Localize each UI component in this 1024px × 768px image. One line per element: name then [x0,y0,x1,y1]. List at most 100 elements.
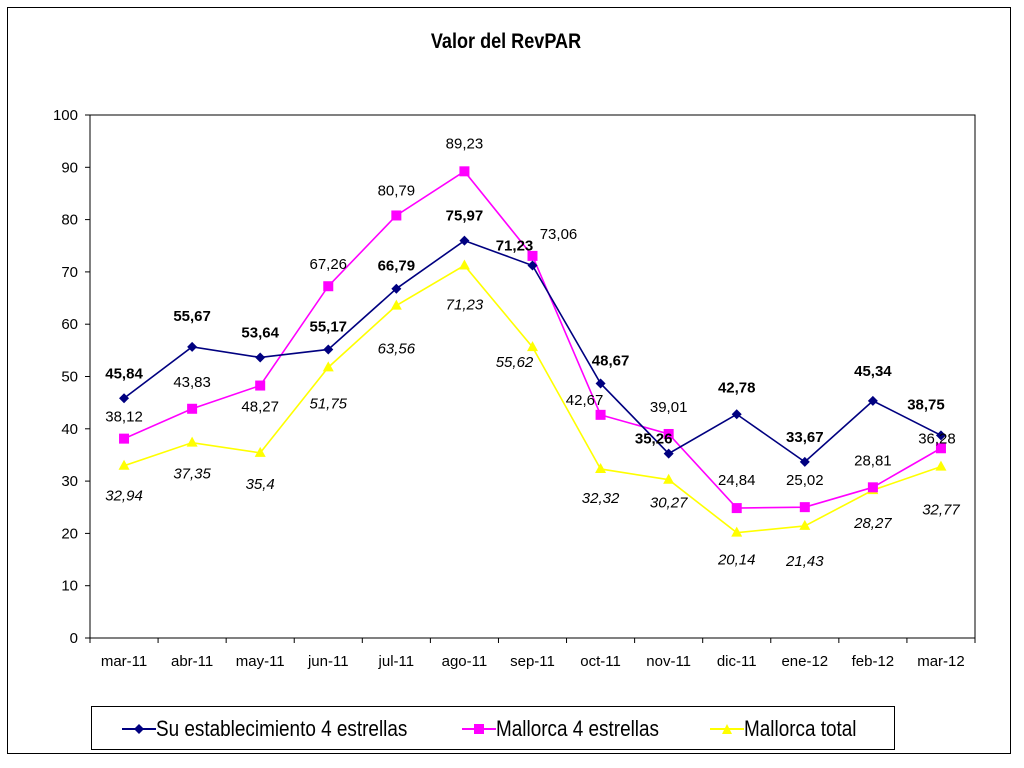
series-point [322,361,334,372]
data-label: 48,27 [241,399,279,416]
data-label: 36,28 [918,430,956,447]
y-tick-label: 100 [53,107,78,124]
data-label: 48,67 [592,352,630,369]
x-tick-label: oct-11 [580,653,621,670]
x-tick-label: nov-11 [646,653,691,670]
legend-label-mallorca4: Mallorca 4 estrellas [496,716,659,741]
x-tick-label: dic-11 [717,653,757,670]
series-point [323,344,334,355]
data-label: 24,84 [718,472,756,489]
y-tick-label: 60 [61,316,78,333]
x-tick-label: ago-11 [442,653,488,670]
y-tick-label: 70 [61,264,78,281]
chart-axes: 0 10 20 30 40 50 60 70 80 90 100 mar-11 abr-11 may-11… [53,107,976,670]
legend-triangle-marker-icon [710,724,744,734]
series-point [731,526,743,537]
series-point [527,341,538,352]
series-point [118,459,130,470]
x-tick-label: mar-11 [101,653,147,670]
legend-label-su: Su establecimiento 4 estrellas [156,716,408,741]
data-label: 21,43 [785,553,824,570]
data-label: 67,26 [309,256,347,273]
series-point [458,259,470,270]
x-tick-label: feb-12 [852,653,895,670]
plot-area [89,114,976,639]
y-tick-label: 90 [61,159,78,176]
series-point [867,482,878,493]
series-point [390,299,402,310]
chart-title: Valor del RevPAR [430,30,582,53]
series-point [187,403,198,414]
series-point [527,260,538,271]
data-label: 39,01 [650,399,688,416]
series-point [527,250,538,261]
legend-label-total: Mallorca total [744,716,857,741]
data-label: 28,27 [853,515,892,532]
data-label: 71,23 [446,296,484,313]
data-label: 30,27 [650,495,688,512]
data-label: 33,67 [786,429,824,446]
data-label: 35,26 [635,431,673,448]
y-tick-label: 40 [61,421,78,438]
data-label: 42,78 [718,379,756,396]
series-point [255,380,266,391]
data-label: 38,75 [907,396,945,413]
data-label: 45,84 [105,365,143,382]
data-label: 37,35 [173,466,211,483]
legend-item-mallorca4: Mallorca 4 estrellas [462,707,686,751]
series-point [119,433,130,444]
data-label: 71,23 [496,237,534,254]
data-label: 73,06 [540,226,578,243]
y-tick-label: 20 [61,525,78,542]
legend-square-marker-icon [462,724,496,734]
series-point [935,430,946,441]
series-point [255,352,266,363]
data-label: 55,17 [309,318,347,335]
x-tick-label: mar-12 [917,653,965,670]
data-label: 38,12 [105,409,143,426]
x-tick-label: may-11 [236,653,285,670]
data-label: 55,67 [173,308,211,325]
chart-series-markers [118,166,947,537]
data-label: 51,75 [309,395,347,412]
data-label: 25,02 [786,472,824,489]
data-label: 89,23 [446,135,484,152]
series-point [731,503,742,514]
x-tick-label: jun-11 [307,653,349,670]
series-point [119,393,130,404]
chart-plot: 0 10 20 30 40 50 60 70 80 90 100 mar-11 abr-11 may-11… [53,107,976,670]
x-tick-label: abr-11 [171,653,213,670]
x-tick-label: ene-12 [781,653,828,670]
data-label: 42,67 [566,392,604,409]
y-tick-label: 30 [61,473,78,490]
series-point [187,341,198,352]
series-point [595,409,606,420]
x-tick-label: jul-11 [378,653,415,670]
x-tick-label: sep-11 [510,653,555,670]
data-label: 55,62 [496,354,534,371]
series-point [391,283,402,294]
data-label: 45,34 [854,363,892,380]
series-point [799,519,811,530]
data-label: 32,94 [105,488,143,505]
data-label: 32,32 [582,490,620,507]
series-point [935,460,947,471]
legend-diamond-marker-icon [122,724,156,734]
series-point [663,448,674,459]
data-label: 80,79 [378,182,416,199]
series-point [595,462,607,473]
y-tick-label: 80 [61,212,78,229]
chart-legend: Su establecimiento 4 estrellas Mallorca … [91,706,895,750]
series-point [254,446,266,457]
data-label: 75,97 [446,208,484,225]
chart-data-labels: 45,84 55,67 53,64 55,17 66,79 75,97 71,23 48,67… [105,135,960,570]
series-point [731,409,742,420]
data-label: 43,83 [173,374,211,391]
data-label: 28,81 [854,452,892,469]
legend-item-su: Su establecimiento 4 estrellas [122,707,448,751]
series-point [186,436,198,447]
series-point [867,395,878,406]
series-point [935,443,946,454]
data-label: 66,79 [378,258,416,275]
legend-item-total: Mallorca total [710,707,875,751]
